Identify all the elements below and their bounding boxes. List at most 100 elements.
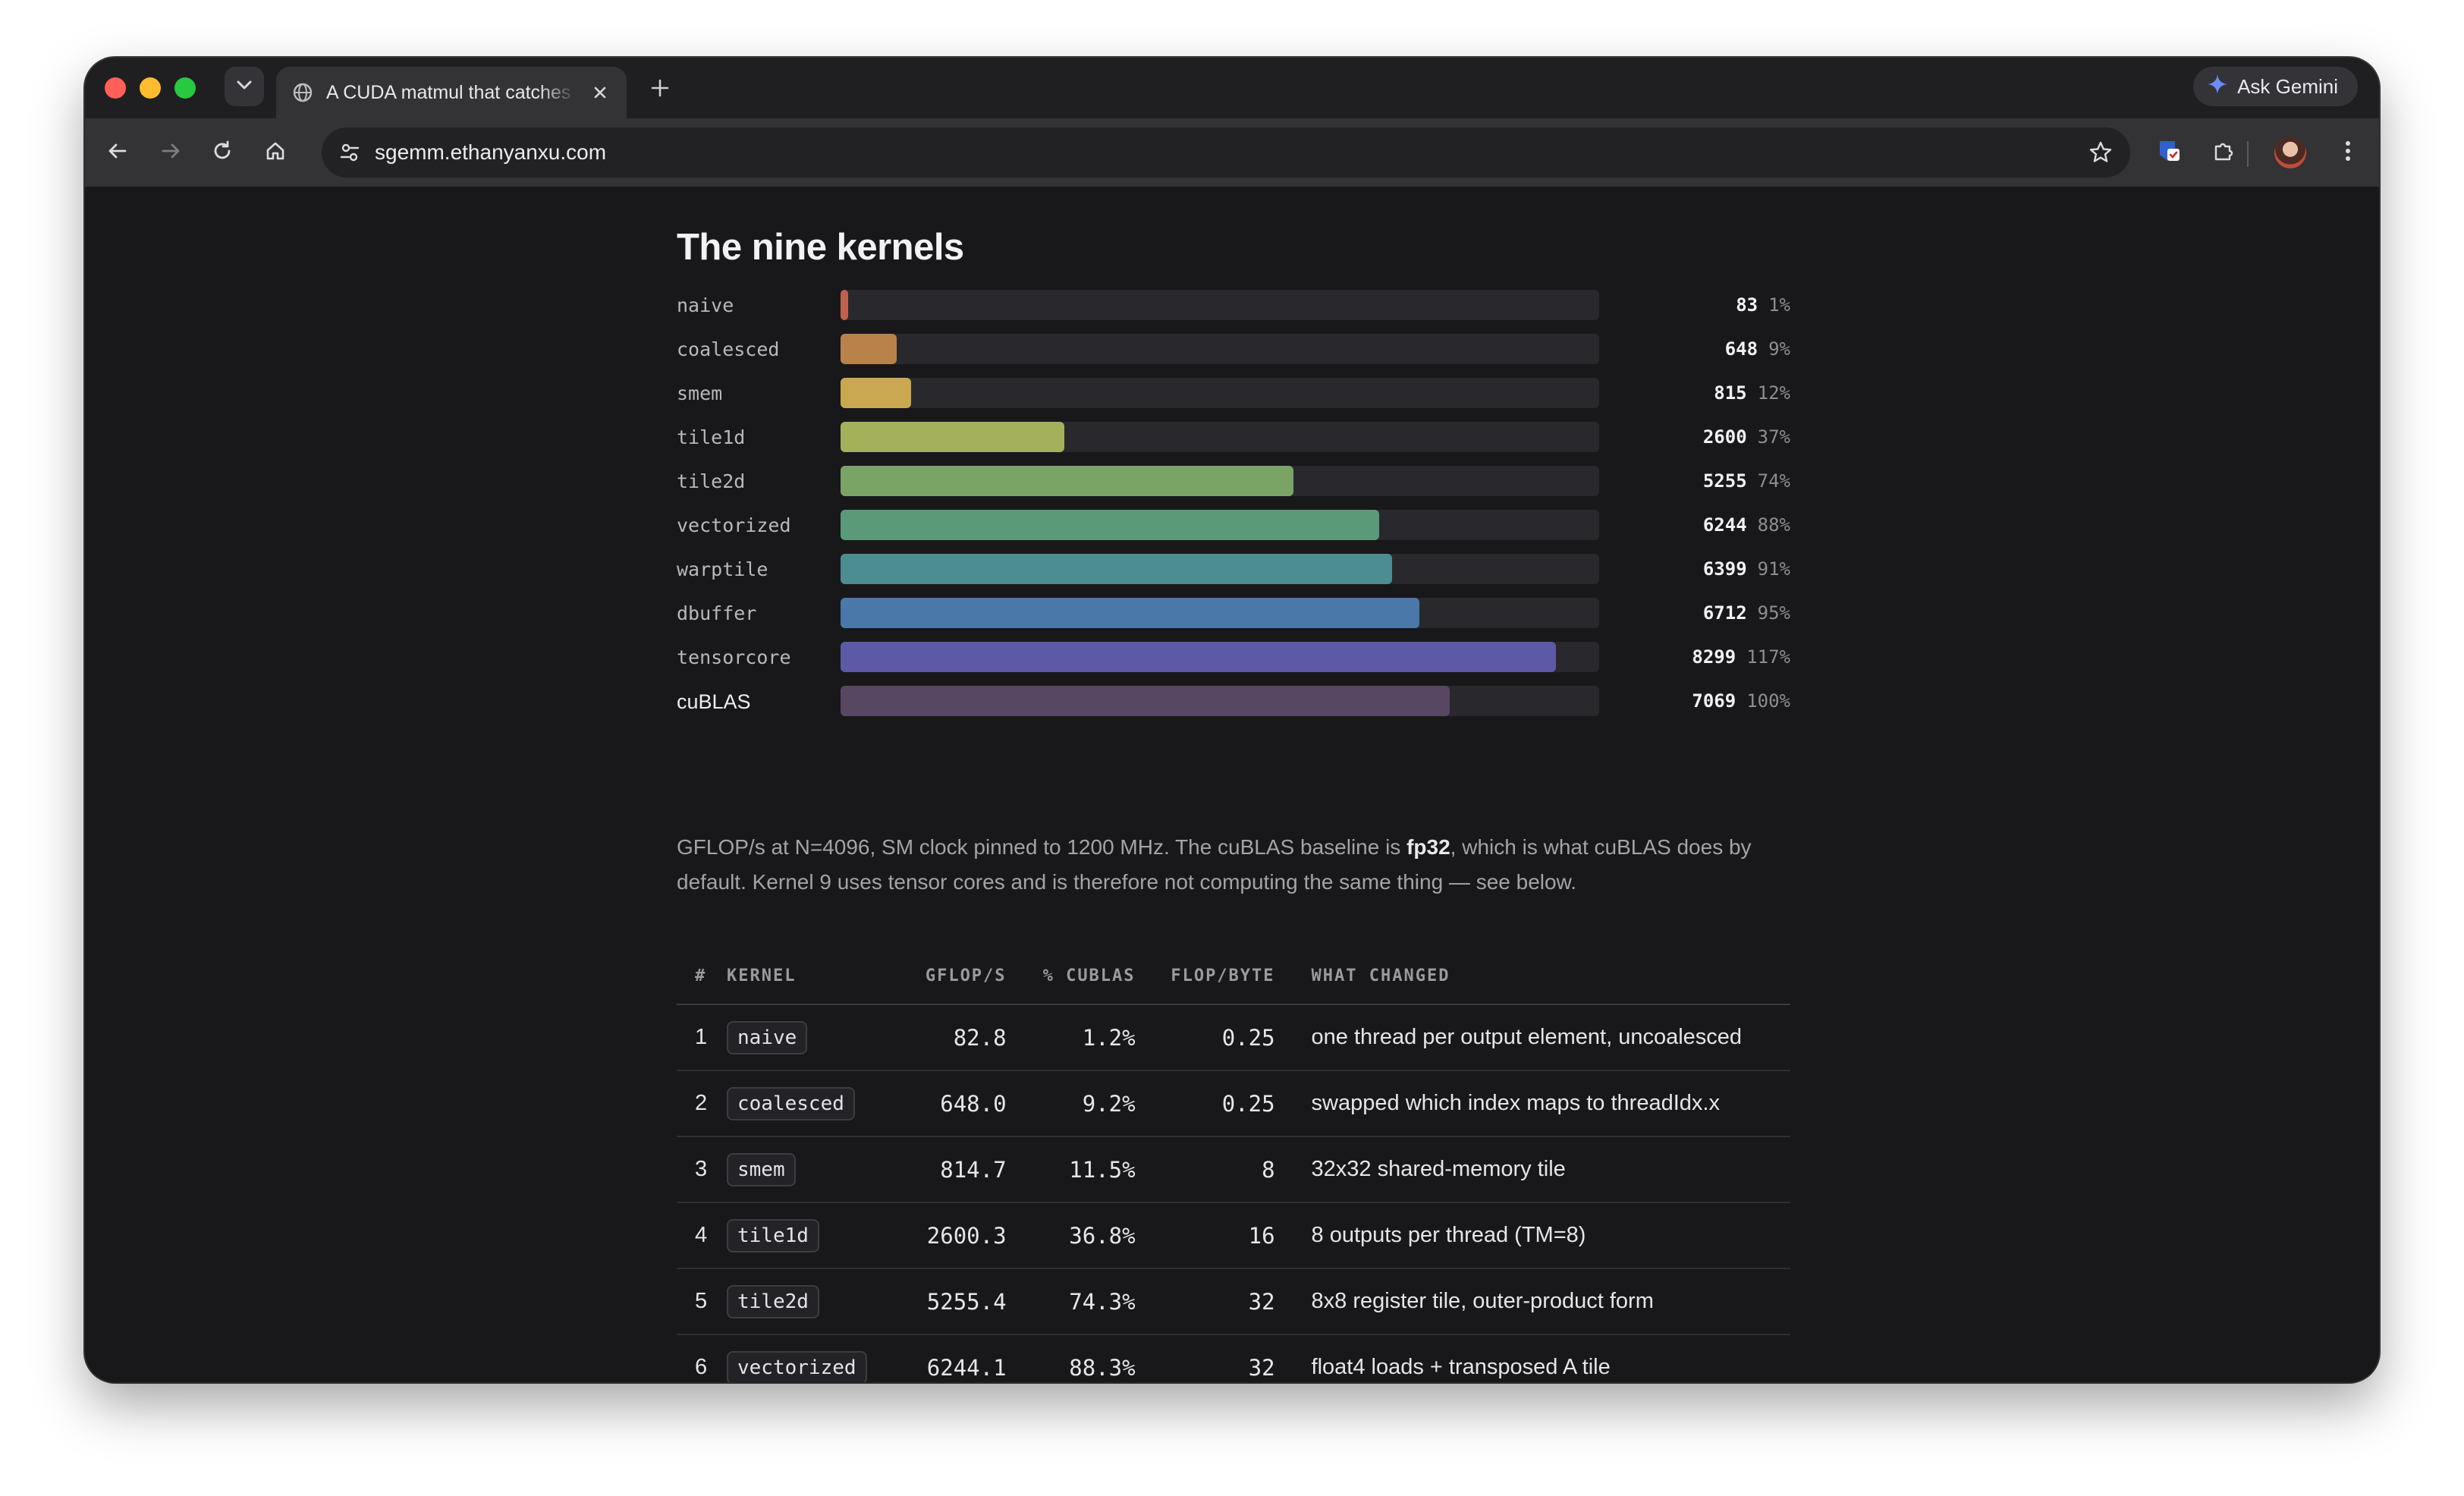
tab-active[interactable]: A CUDA matmul that catches [276, 67, 627, 118]
kernel-code-tag: naive [727, 1020, 808, 1054]
bar-fill [841, 378, 911, 408]
bar-value-label: 6712 95% [1703, 602, 1790, 624]
kernel-table: # KERNEL GFLOP/S % CUBLAS FLOP/BYTE WHAT… [677, 948, 1790, 1382]
flop-byte-value: 32 [1135, 1268, 1275, 1335]
chart-bar-row: coalesced 648 9% [677, 334, 1790, 364]
kernel-code-tag: tile2d [727, 1284, 819, 1318]
kernel-code-tag: tile1d [727, 1218, 819, 1252]
bar-category-label: tile2d [677, 470, 746, 492]
more-vertical-icon [2344, 140, 2352, 166]
chart-bar-row: vectorized 6244 88% [677, 510, 1790, 540]
puzzle-icon [2211, 139, 2236, 167]
bar-track [841, 466, 1599, 496]
back-button[interactable] [100, 135, 135, 170]
chart-bar-row: tile1d 2600 37% [677, 422, 1790, 452]
bar-category-label: cuBLAS [677, 690, 751, 713]
bar-category-label: tile1d [677, 426, 746, 448]
bar-percent-value: 74% [1757, 470, 1790, 492]
arrow-left-icon [106, 140, 129, 166]
bar-fill [841, 686, 1450, 716]
kernel-cell: tile1d [727, 1202, 867, 1269]
close-icon[interactable] [589, 81, 611, 104]
bar-gflops-value: 648 [1724, 338, 1758, 360]
shield-extension-icon [2156, 138, 2182, 168]
new-tab-button[interactable] [645, 74, 675, 105]
extension-shield-button[interactable] [2151, 135, 2186, 170]
bar-category-label: naive [677, 294, 734, 316]
bar-gflops-value: 2600 [1702, 426, 1747, 448]
reload-icon [211, 140, 234, 166]
row-number: 5 [677, 1268, 727, 1335]
reload-button[interactable] [205, 135, 240, 170]
browser-toolbar: sgemm.ethanyanxu.com [85, 118, 2379, 187]
row-number: 2 [677, 1070, 727, 1137]
column-header-number: # [677, 948, 727, 1005]
kernel-cell: smem [727, 1136, 867, 1203]
bar-fill [841, 466, 1294, 496]
gflops-value: 82.8 [866, 1004, 1007, 1071]
tab-strip: A CUDA matmul that catches Ask Gemini [85, 58, 2379, 118]
chart-bar-row: dbuffer 6712 95% [677, 598, 1790, 628]
chart-bar-row: smem 815 12% [677, 378, 1790, 408]
what-changed-text: swapped which index maps to threadIdx.x [1274, 1070, 1790, 1137]
bar-fill [841, 642, 1557, 672]
bar-fill [841, 598, 1419, 628]
bar-fill [841, 422, 1065, 452]
bar-category-label: vectorized [677, 514, 791, 536]
pct-cublas-value: 11.5% [1006, 1136, 1136, 1203]
close-window-button[interactable] [105, 77, 126, 99]
bar-category-label: warptile [677, 558, 768, 580]
bar-value-label: 83 1% [1736, 294, 1790, 316]
profile-avatar[interactable] [2274, 137, 2306, 168]
bar-fill [841, 510, 1379, 540]
bar-percent-value: 1% [1768, 294, 1790, 316]
flop-byte-value: 32 [1135, 1334, 1275, 1382]
forward-button[interactable] [153, 135, 188, 170]
globe-icon [291, 81, 314, 104]
pct-cublas-value: 1.2% [1006, 1004, 1136, 1071]
bar-percent-value: 9% [1768, 338, 1790, 360]
flop-byte-value: 0.25 [1135, 1070, 1275, 1137]
tab-search-button[interactable] [225, 67, 264, 106]
bar-value-label: 6244 88% [1703, 514, 1790, 536]
bar-percent-value: 91% [1757, 558, 1790, 580]
bar-percent-value: 12% [1757, 382, 1790, 404]
bar-percent-value: 37% [1757, 426, 1790, 448]
extensions-button[interactable] [2206, 135, 2241, 170]
chevron-down-icon [236, 80, 253, 94]
table-row: 4 tile1d 2600.3 36.8% 16 8 outputs per thread… [677, 1202, 1790, 1269]
bar-value-label: 7069 100% [1692, 690, 1790, 712]
plus-icon [650, 78, 670, 102]
bar-track [841, 686, 1599, 716]
kernel-cell: coalesced [727, 1070, 867, 1137]
bar-value-label: 6399 91% [1703, 558, 1790, 580]
ask-gemini-button[interactable]: Ask Gemini [2193, 67, 2358, 106]
maximize-window-button[interactable] [174, 77, 196, 99]
gflops-value: 6244.1 [866, 1334, 1007, 1382]
table-row: 6 vectorized 6244.1 88.3% 32 float4 loads + t… [677, 1334, 1790, 1382]
site-settings-icon[interactable] [335, 138, 364, 167]
bar-gflops-value: 83 [1736, 294, 1758, 316]
kernel-code-tag: vectorized [727, 1350, 867, 1382]
table-row: 2 coalesced 648.0 9.2% 0.25 swapped which ind… [677, 1070, 1790, 1137]
gflops-value: 648.0 [866, 1070, 1007, 1137]
table-row: 5 tile2d 5255.4 74.3% 32 8x8 register tile, o… [677, 1268, 1790, 1335]
gflops-value: 5255.4 [866, 1268, 1007, 1335]
kernel-code-tag: coalesced [727, 1086, 855, 1120]
flop-byte-value: 16 [1135, 1202, 1275, 1269]
bar-gflops-value: 7069 [1692, 690, 1736, 712]
bar-percent-value: 88% [1757, 514, 1790, 536]
bar-track [841, 290, 1599, 320]
home-button[interactable] [258, 135, 293, 170]
column-header-what-changed: WHAT CHANGED [1274, 948, 1790, 1005]
page-content: The nine kernels naive 83 1% coalesced 648 9%… [85, 187, 2379, 1382]
address-bar[interactable]: sgemm.ethanyanxu.com [322, 127, 2130, 178]
minimize-window-button[interactable] [140, 77, 161, 99]
tab-title: A CUDA matmul that catches [326, 81, 571, 103]
caption-text-start: GFLOP/s at N=4096, SM clock pinned to 12… [677, 835, 1407, 859]
bar-value-label: 5255 74% [1703, 470, 1790, 492]
browser-menu-button[interactable] [2330, 135, 2365, 170]
bar-track [841, 642, 1599, 672]
bookmark-star-icon[interactable] [2086, 138, 2115, 167]
bar-value-label: 648 9% [1725, 338, 1790, 360]
